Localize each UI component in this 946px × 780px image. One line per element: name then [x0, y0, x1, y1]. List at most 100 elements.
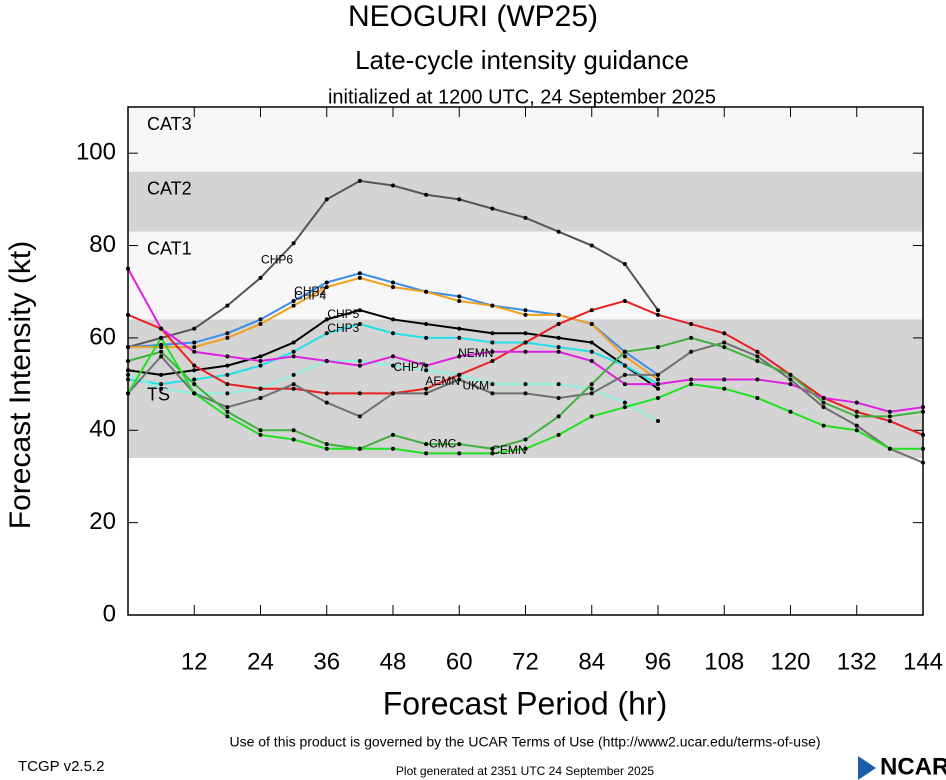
- data-point: [755, 354, 760, 359]
- data-point: [656, 345, 660, 350]
- data-point: [291, 372, 296, 377]
- data-point: [457, 298, 462, 303]
- data-point: [854, 400, 859, 405]
- data-point: [556, 349, 561, 354]
- category-band: [128, 231, 923, 320]
- data-point: [291, 382, 296, 387]
- data-point: [490, 340, 495, 345]
- data-point: [192, 363, 197, 368]
- data-point: [656, 395, 660, 400]
- data-point: [457, 451, 462, 456]
- data-point: [556, 229, 561, 234]
- data-point: [490, 359, 495, 363]
- data-point: [788, 372, 793, 377]
- data-point: [159, 349, 164, 354]
- series-label: CMC: [429, 436, 457, 450]
- data-point: [523, 391, 528, 396]
- data-point: [424, 386, 429, 391]
- data-point: [755, 377, 760, 382]
- data-point: [225, 372, 230, 377]
- data-point: [656, 372, 660, 377]
- x-tick-label: 132: [837, 648, 877, 675]
- data-point: [457, 335, 462, 340]
- data-point: [159, 345, 164, 350]
- data-point: [689, 322, 694, 327]
- data-point: [689, 335, 694, 340]
- data-point: [391, 331, 395, 336]
- chart-subtitle: Late-cycle intensity guidance: [355, 45, 689, 75]
- data-point: [225, 414, 230, 419]
- version-text: TCGP v2.5.2: [18, 758, 104, 775]
- data-point: [324, 359, 329, 363]
- data-point: [722, 331, 727, 336]
- data-point: [225, 409, 230, 414]
- data-point: [788, 377, 793, 382]
- data-point: [258, 363, 263, 368]
- data-point: [225, 303, 230, 308]
- data-point: [291, 354, 296, 359]
- series-label: CHP7: [394, 360, 426, 374]
- data-point: [887, 446, 892, 451]
- data-point: [258, 359, 263, 363]
- data-point: [490, 206, 495, 211]
- data-point: [391, 280, 395, 285]
- band-label: CAT3: [147, 114, 192, 134]
- data-point: [589, 359, 594, 363]
- data-point: [192, 340, 197, 345]
- x-tick-label: 24: [247, 648, 274, 675]
- series-label: CHP6: [261, 253, 293, 267]
- y-tick-label: 20: [89, 508, 116, 535]
- y-tick-label: 80: [89, 231, 116, 258]
- data-point: [490, 331, 495, 336]
- data-point: [589, 386, 594, 391]
- data-point: [291, 298, 296, 303]
- data-point: [854, 414, 859, 419]
- data-point: [258, 317, 263, 322]
- data-point: [357, 308, 362, 313]
- data-point: [854, 423, 859, 428]
- data-point: [722, 386, 727, 391]
- logo-icon: [858, 756, 876, 780]
- data-point: [821, 405, 826, 410]
- data-point: [887, 414, 892, 419]
- data-point: [523, 331, 528, 336]
- data-point: [622, 372, 627, 377]
- data-point: [523, 437, 528, 442]
- data-point: [391, 391, 395, 396]
- x-tick-label: 48: [380, 648, 407, 675]
- data-point: [656, 382, 660, 387]
- data-point: [159, 382, 164, 387]
- data-point: [755, 349, 760, 354]
- x-tick-label: 84: [578, 648, 605, 675]
- data-point: [722, 345, 727, 350]
- y-tick-label: 40: [89, 416, 116, 443]
- series-label: CHP4: [294, 289, 326, 303]
- data-point: [490, 382, 495, 387]
- data-point: [589, 243, 594, 248]
- data-point: [291, 340, 296, 345]
- x-tick-label: 108: [704, 648, 744, 675]
- y-tick-label: 60: [89, 323, 116, 350]
- generated-text: Plot generated at 2351 UTC 24 September …: [396, 764, 654, 778]
- data-point: [424, 451, 429, 456]
- data-point: [854, 428, 859, 433]
- data-point: [589, 382, 594, 387]
- data-point: [225, 354, 230, 359]
- init-text: initialized at 1200 UTC, 24 September 20…: [328, 86, 716, 108]
- data-point: [225, 382, 230, 387]
- data-point: [159, 354, 164, 359]
- data-point: [424, 192, 429, 197]
- data-point: [788, 409, 793, 414]
- data-point: [324, 400, 329, 405]
- data-point: [324, 446, 329, 451]
- data-point: [324, 285, 329, 290]
- data-point: [589, 308, 594, 313]
- series-label: CHP5: [327, 307, 359, 321]
- data-point: [258, 395, 263, 400]
- data-point: [523, 312, 528, 317]
- data-point: [225, 335, 230, 340]
- data-point: [391, 432, 395, 437]
- data-point: [490, 451, 495, 456]
- data-point: [490, 446, 495, 451]
- data-point: [656, 386, 660, 391]
